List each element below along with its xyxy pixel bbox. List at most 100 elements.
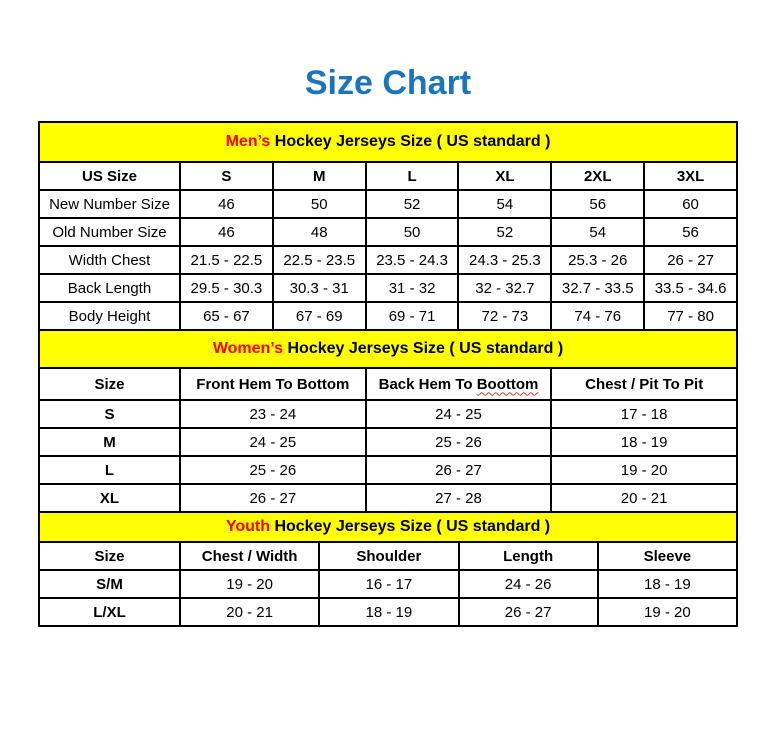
column-header: M — [271, 161, 367, 191]
table-cell: 17 - 18 — [550, 399, 738, 429]
size-tables-container: Men’s Hockey Jerseys Size ( US standard … — [38, 121, 739, 627]
womens-header-row: Size Front Hem To Bottom Back Hem To Boo… — [38, 367, 738, 401]
row-label: L — [38, 455, 181, 485]
table-cell: 67 - 69 — [271, 301, 367, 331]
row-label: Old Number Size — [38, 217, 181, 247]
page-title: Size Chart — [304, 64, 472, 102]
table-cell: 24 - 25 — [364, 399, 553, 429]
table-cell: 19 - 20 — [596, 597, 739, 627]
table-cell: 18 - 19 — [318, 597, 460, 627]
mens-banner-row: Men’s Hockey Jerseys Size ( US standard … — [38, 121, 738, 163]
column-header: Chest / Pit To Pit — [550, 367, 738, 401]
mens-size-table: Men’s Hockey Jerseys Size ( US standard … — [38, 121, 738, 331]
column-header: 2XL — [550, 161, 646, 191]
youth-header-row: Size Chest / Width Shoulder Length Sleev… — [38, 541, 739, 571]
table-cell: 52 — [364, 189, 460, 219]
table-cell: 33.5 - 34.6 — [643, 273, 738, 303]
table-row: S/M 19 - 20 16 - 17 24 - 26 18 - 19 — [38, 569, 739, 599]
table-cell: 48 — [271, 217, 367, 247]
column-header: Chest / Width — [178, 541, 321, 571]
table-row: M 24 - 25 25 - 26 18 - 19 — [38, 427, 738, 457]
table-cell: 25 - 26 — [364, 427, 553, 457]
column-header: S — [179, 161, 274, 191]
column-header: 3XL — [643, 161, 738, 191]
table-row: Old Number Size 46 48 50 52 54 56 — [38, 217, 738, 247]
table-row: XL 26 - 27 27 - 28 20 - 21 — [38, 483, 738, 513]
table-cell: 56 — [643, 217, 738, 247]
column-header: Back Hem To Boottom — [364, 367, 553, 401]
table-cell: 25.3 - 26 — [550, 245, 646, 275]
table-cell: 54 — [457, 189, 553, 219]
youth-banner-highlight: Youth — [225, 518, 270, 535]
column-header: Size — [38, 367, 181, 401]
row-label: New Number Size — [38, 189, 181, 219]
table-cell: 27 - 28 — [364, 483, 553, 513]
table-row: L/XL 20 - 21 18 - 19 26 - 27 19 - 20 — [38, 597, 739, 627]
womens-banner-highlight: Women’s — [212, 340, 284, 357]
column-header: Size — [38, 541, 181, 571]
column-header: Shoulder — [318, 541, 460, 571]
column-header: Front Hem To Bottom — [179, 367, 367, 401]
table-cell: 46 — [179, 189, 274, 219]
table-cell: 26 - 27 — [364, 455, 553, 485]
row-label: XL — [38, 483, 181, 513]
womens-banner-text: Hockey Jerseys Size ( US standard ) — [283, 340, 564, 357]
table-cell: 26 - 27 — [457, 597, 599, 627]
womens-size-table: Women’s Hockey Jerseys Size ( US standar… — [38, 329, 738, 513]
table-cell: 22.5 - 23.5 — [271, 245, 367, 275]
table-cell: 32.7 - 33.5 — [550, 273, 646, 303]
column-header-text: Back Hem To — [378, 375, 477, 393]
table-cell: 69 - 71 — [364, 301, 460, 331]
table-cell: 21.5 - 22.5 — [179, 245, 274, 275]
table-cell: 26 - 27 — [179, 483, 367, 513]
table-cell: 20 - 21 — [178, 597, 321, 627]
table-cell: 31 - 32 — [364, 273, 460, 303]
table-cell: 77 - 80 — [643, 301, 738, 331]
mens-banner-text: Hockey Jerseys Size ( US standard ) — [270, 133, 551, 150]
row-label: L/XL — [38, 597, 181, 627]
youth-banner: Youth Hockey Jerseys Size ( US standard … — [38, 511, 738, 543]
table-cell: 23.5 - 24.3 — [364, 245, 460, 275]
row-label: M — [38, 427, 181, 457]
mens-header-row: US Size S M L XL 2XL 3XL — [38, 161, 738, 191]
table-cell: 20 - 21 — [550, 483, 738, 513]
table-cell: 46 — [179, 217, 274, 247]
youth-banner-row: Youth Hockey Jerseys Size ( US standard … — [38, 511, 738, 543]
table-cell: 50 — [364, 217, 460, 247]
table-cell: 19 - 20 — [178, 569, 321, 599]
row-label: Back Length — [38, 273, 181, 303]
table-row: Width Chest 21.5 - 22.5 22.5 - 23.5 23.5… — [38, 245, 738, 275]
youth-size-table: Youth Hockey Jerseys Size ( US standard … — [38, 511, 739, 627]
table-cell: 18 - 19 — [596, 569, 739, 599]
table-cell: 32 - 32.7 — [457, 273, 553, 303]
misspelled-word-underline: Boottom — [476, 375, 539, 393]
column-header: Length — [457, 541, 599, 571]
table-cell: 60 — [643, 189, 738, 219]
table-row: New Number Size 46 50 52 54 56 60 — [38, 189, 738, 219]
table-cell: 24.3 - 25.3 — [457, 245, 553, 275]
table-cell: 30.3 - 31 — [271, 273, 367, 303]
mens-banner-highlight: Men’s — [225, 133, 271, 150]
row-label: S/M — [38, 569, 181, 599]
row-label: Body Height — [38, 301, 181, 331]
table-cell: 23 - 24 — [179, 399, 367, 429]
table-cell: 56 — [550, 189, 646, 219]
table-cell: 18 - 19 — [550, 427, 738, 457]
table-cell: 24 - 26 — [457, 569, 599, 599]
row-label: Width Chest — [38, 245, 181, 275]
mens-banner: Men’s Hockey Jerseys Size ( US standard … — [38, 121, 738, 163]
row-label: S — [38, 399, 181, 429]
column-header: L — [364, 161, 460, 191]
table-cell: 25 - 26 — [179, 455, 367, 485]
table-row: S 23 - 24 24 - 25 17 - 18 — [38, 399, 738, 429]
column-header: XL — [457, 161, 553, 191]
size-chart-page: Size Chart Men’s Hockey Jerseys Size ( U… — [0, 64, 776, 627]
table-cell: 19 - 20 — [550, 455, 738, 485]
table-cell: 54 — [550, 217, 646, 247]
table-cell: 74 - 76 — [550, 301, 646, 331]
table-cell: 29.5 - 30.3 — [179, 273, 274, 303]
youth-banner-text: Hockey Jerseys Size ( US standard ) — [270, 518, 551, 535]
table-row: Back Length 29.5 - 30.3 30.3 - 31 31 - 3… — [38, 273, 738, 303]
womens-banner-row: Women’s Hockey Jerseys Size ( US standar… — [38, 329, 738, 369]
column-header: US Size — [38, 161, 181, 191]
